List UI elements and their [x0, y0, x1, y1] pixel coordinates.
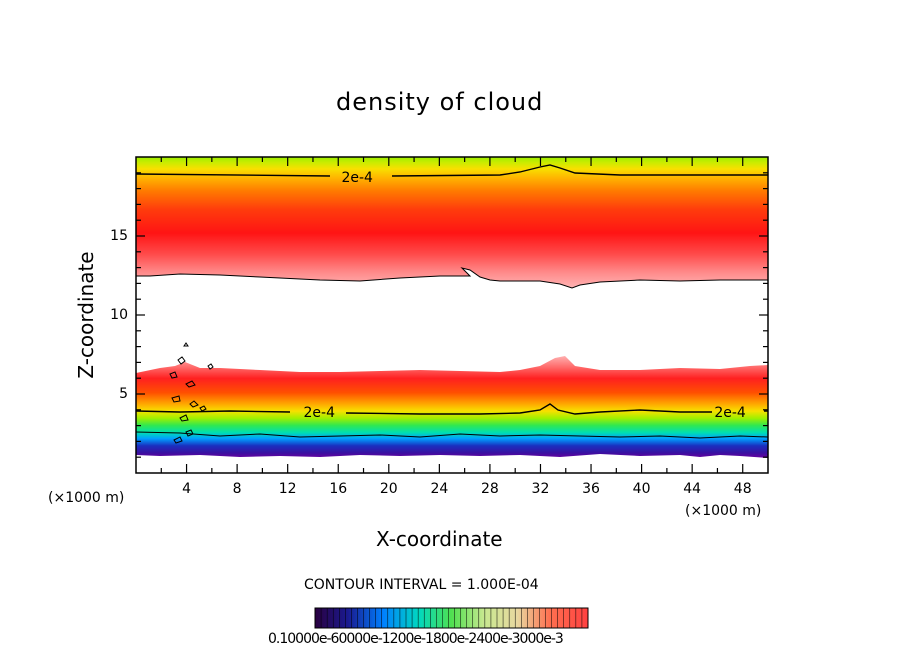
x-tick-label: 40	[632, 481, 651, 497]
y-tick-label: 15	[110, 228, 128, 244]
colorbar	[314, 607, 589, 629]
x-tick-label: 20	[379, 481, 398, 497]
x-tick-label: 24	[430, 481, 449, 497]
x-axis-title: X-coordinate	[376, 527, 503, 551]
contour-label: 2e-4	[714, 404, 746, 421]
contour-lines	[136, 164, 768, 439]
axis-ticks	[136, 157, 768, 473]
colorbar-labels: 0.10000e-60000e-1200e-1800e-2400e-3000e-…	[268, 631, 564, 647]
x-tick-label: 8	[232, 481, 242, 497]
x-tick-label: 32	[531, 481, 550, 497]
x-tick-label: 48	[733, 481, 752, 497]
contour-label: 2e-4	[303, 404, 336, 421]
y-tick-label: 5	[119, 386, 128, 402]
x-tick-label: 28	[480, 481, 499, 497]
contour-upper-2e-4	[136, 164, 768, 177]
chart-title: density of cloud	[336, 88, 544, 116]
x-tick-label: 44	[683, 481, 702, 497]
contour-interval-text: CONTOUR INTERVAL = 1.000E-04	[304, 577, 539, 593]
colorbar-divisions	[320, 608, 583, 628]
lower-cloud-band	[136, 356, 768, 458]
contour-upper-edge	[136, 267, 768, 289]
contour-lower-inner	[136, 431, 768, 439]
x-tick-label: 36	[582, 481, 600, 497]
contour-label: 2e-4	[341, 169, 373, 186]
y-tick-label: 10	[110, 307, 128, 323]
x-tick-label: 4	[182, 481, 192, 497]
upper-cloud-band	[136, 157, 768, 288]
x-tick-label: 16	[329, 481, 348, 497]
x-tick-label: 12	[278, 481, 297, 497]
x-unit-note-right: (×1000 m)	[685, 503, 762, 519]
x-unit-note-left: (×1000 m)	[48, 490, 125, 506]
y-axis-title: Z-coordinate	[74, 251, 98, 379]
